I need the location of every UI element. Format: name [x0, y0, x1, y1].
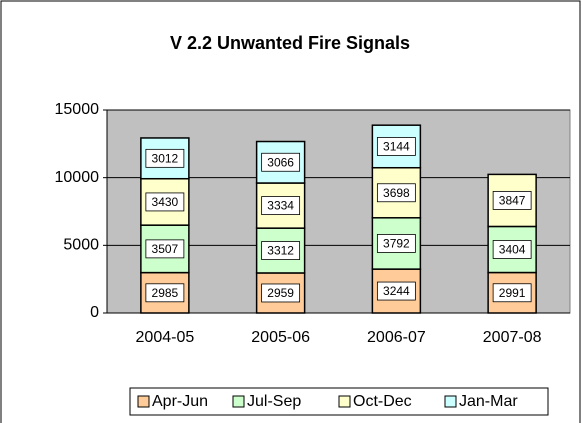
- x-tick-label: 2007-08: [483, 329, 542, 346]
- legend-label: Jul-Sep: [247, 393, 301, 410]
- data-label-box: [492, 283, 532, 303]
- data-label: 3792: [383, 237, 410, 251]
- data-label: 2991: [499, 286, 526, 300]
- data-label-box: [492, 191, 532, 210]
- data-label: 2959: [267, 286, 294, 300]
- data-label-box: [145, 192, 185, 212]
- legend-label: Oct-Dec: [353, 393, 412, 410]
- data-label: 2985: [152, 286, 179, 300]
- data-label-box: [261, 152, 301, 172]
- legend-swatch: [232, 395, 245, 408]
- y-tick-label: 15000: [55, 101, 100, 118]
- data-label: 3334: [267, 199, 294, 213]
- legend-swatch: [444, 395, 457, 408]
- data-label: 3012: [152, 152, 179, 166]
- data-label: 3430: [152, 195, 179, 209]
- data-label: 3066: [267, 155, 294, 169]
- data-label-box: [376, 234, 416, 253]
- legend-swatch: [137, 395, 150, 408]
- data-label: 3312: [267, 244, 294, 258]
- data-label-box: [261, 283, 301, 303]
- data-label-box: [145, 148, 185, 168]
- data-label-box: [261, 196, 301, 215]
- data-label-box: [145, 283, 185, 303]
- data-label-box: [376, 183, 416, 203]
- data-label-box: [261, 241, 301, 260]
- x-tick-label: 2006-07: [367, 329, 426, 346]
- y-tick-label: 5000: [63, 237, 99, 254]
- y-tick-label: 0: [90, 304, 99, 321]
- legend-swatch: [338, 395, 351, 408]
- x-tick-label: 2004-05: [136, 329, 195, 346]
- data-label: 3698: [383, 186, 410, 200]
- data-label: 3244: [383, 284, 410, 298]
- data-label: 3507: [152, 242, 179, 256]
- chart-title: V 2.2 Unwanted Fire Signals: [170, 33, 410, 53]
- data-label: 3144: [383, 140, 410, 154]
- x-tick-label: 2005-06: [251, 329, 310, 346]
- data-label-box: [376, 281, 416, 301]
- legend-label: Jan-Mar: [459, 393, 518, 410]
- data-label-box: [376, 137, 416, 156]
- data-label: 3847: [499, 194, 526, 208]
- y-tick-label: 10000: [55, 169, 100, 186]
- data-label-box: [145, 239, 185, 259]
- data-label: 3404: [499, 243, 526, 257]
- legend-label: Apr-Jun: [152, 393, 208, 410]
- data-label-box: [492, 240, 532, 259]
